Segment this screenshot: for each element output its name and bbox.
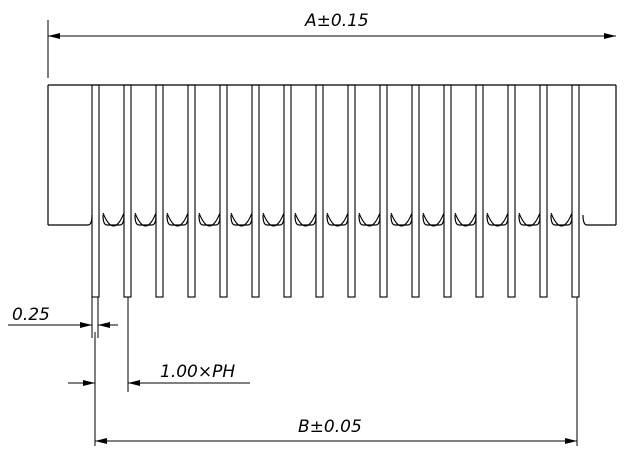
connector-pin (539, 84, 548, 298)
connector-pin (379, 84, 388, 298)
connector-pin (411, 84, 420, 298)
connector-pin (219, 84, 228, 298)
housing-scallop (518, 212, 541, 227)
housing-scallop (326, 212, 349, 227)
housing-scallop (102, 212, 125, 227)
housing-scallop (262, 212, 285, 227)
connector-housing (48, 84, 616, 227)
housing-scallop (358, 212, 381, 227)
connector-pin (91, 84, 100, 298)
connector-pin (187, 84, 196, 298)
housing-scallop (390, 212, 413, 227)
connector-pin (251, 84, 260, 298)
pin-width-label: 0.25 (12, 305, 50, 325)
connector-pin (347, 84, 356, 298)
connector-pin (475, 84, 484, 298)
dimension-a-label: A±0.15 (304, 11, 369, 31)
connector-pin (507, 84, 516, 298)
connector-pin (123, 84, 132, 298)
housing-scallop (486, 212, 509, 227)
dimension-b-label: B±0.05 (298, 417, 362, 437)
housing-bottom-edge (48, 214, 616, 226)
connector-pin (571, 84, 580, 298)
connector-pin (155, 84, 164, 298)
connector-pin (443, 84, 452, 298)
housing-scallop (134, 212, 157, 227)
housing-scallop (294, 212, 317, 227)
connector-pin (315, 84, 324, 298)
housing-scallop (550, 212, 573, 227)
housing-scallop (166, 212, 189, 227)
housing-scallop (198, 212, 221, 227)
pin-group (91, 84, 580, 298)
housing-scallop (230, 212, 253, 227)
housing-scallop (422, 212, 445, 227)
housing-scallop (454, 212, 477, 227)
pitch-label: 1.00×PH (160, 362, 235, 382)
connector-pin (283, 84, 292, 298)
